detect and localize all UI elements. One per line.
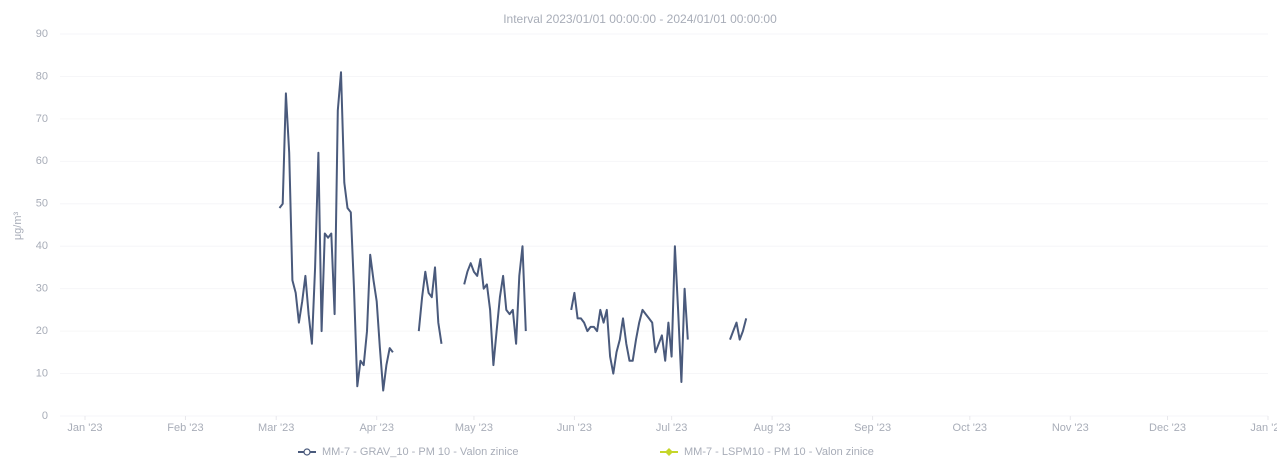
x-tick-label: Nov '23 xyxy=(1052,422,1089,434)
legend-label: MM-7 - LSPM10 - PM 10 - Valon zinice xyxy=(684,446,874,458)
x-tick-label: Jul '23 xyxy=(656,422,687,434)
x-tick-label: Oct '23 xyxy=(953,422,988,434)
x-tick-label: Jun '23 xyxy=(557,422,592,434)
x-tick-label: Sep '23 xyxy=(854,422,891,434)
y-tick-label: 30 xyxy=(36,283,48,295)
y-tick-label: 20 xyxy=(36,325,48,337)
x-tick-label: Apr '23 xyxy=(359,422,394,434)
x-tick-label: Feb '23 xyxy=(167,422,203,434)
y-tick-label: 40 xyxy=(36,240,48,252)
y-tick-label: 80 xyxy=(36,70,48,82)
legend-marker xyxy=(303,448,311,456)
y-axis-label: μg/m³ xyxy=(12,211,24,240)
x-tick-label: Dec '23 xyxy=(1149,422,1186,434)
y-tick-label: 10 xyxy=(36,367,48,379)
legend-marker xyxy=(665,448,673,456)
y-tick-label: 0 xyxy=(42,410,48,422)
x-tick-label: Jan '23 xyxy=(67,422,102,434)
chart-title: Interval 2023/01/01 00:00:00 - 2024/01/0… xyxy=(503,12,777,26)
x-tick-label: May '23 xyxy=(455,422,493,434)
y-tick-label: 50 xyxy=(36,198,48,210)
y-tick-label: 70 xyxy=(36,113,48,125)
x-tick-label: Jan '24 xyxy=(1250,422,1277,434)
x-tick-label: Aug '23 xyxy=(754,422,791,434)
series-line xyxy=(278,71,748,392)
y-tick-label: 60 xyxy=(36,155,48,167)
legend-label: MM-7 - GRAV_10 - PM 10 - Valon zinice xyxy=(322,446,518,458)
y-tick-label: 90 xyxy=(36,28,48,40)
x-tick-label: Mar '23 xyxy=(258,422,294,434)
